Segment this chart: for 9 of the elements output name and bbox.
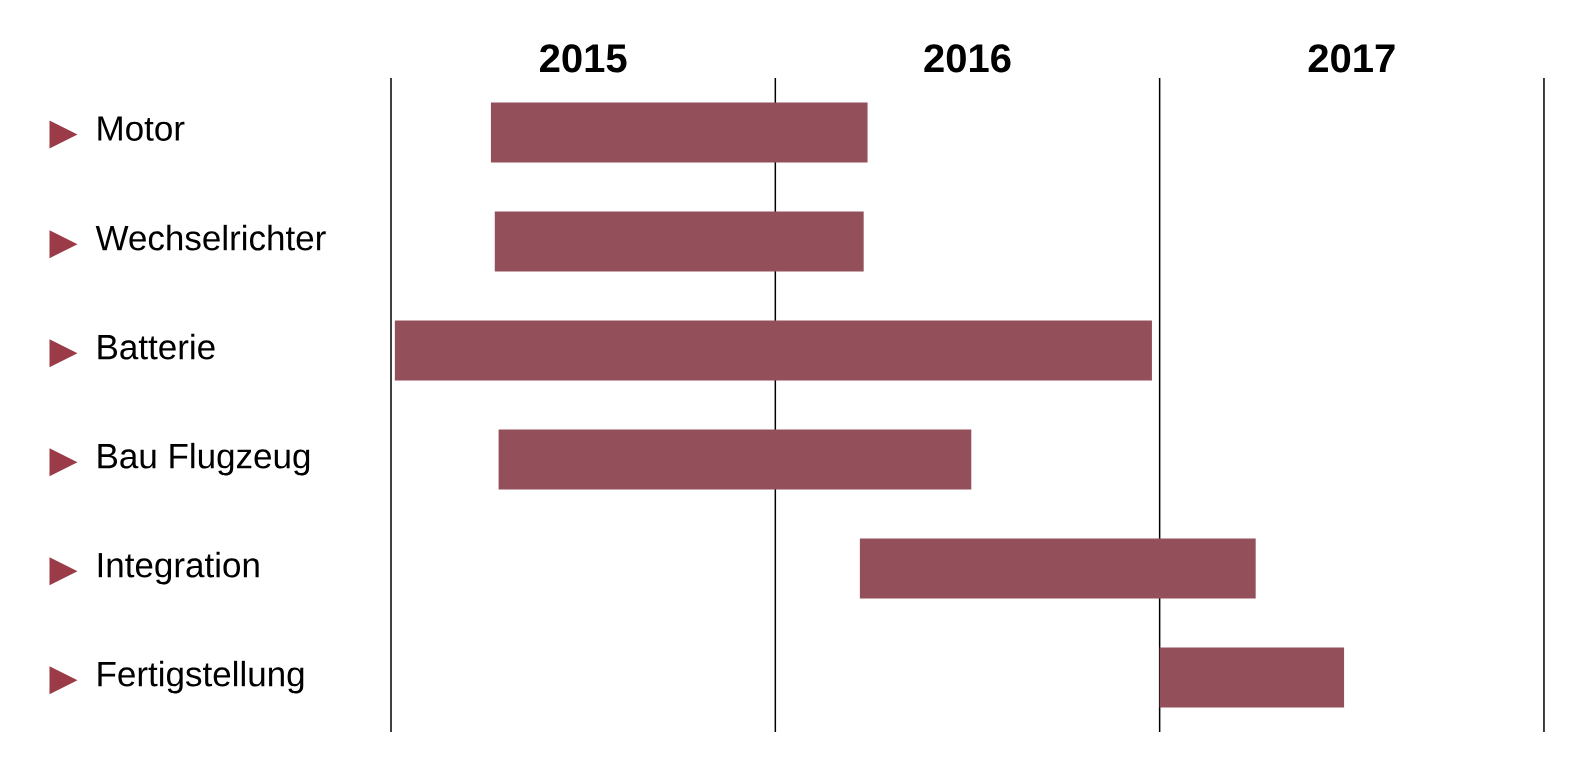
y-tick-label: Batterie xyxy=(98,333,215,360)
x-tick-label: 2015 xyxy=(540,44,627,73)
y-tick-label: Bau Flugzeug xyxy=(98,442,310,476)
y-tick-label: Integration xyxy=(98,551,259,585)
y-tick-label: Fertigstellung xyxy=(98,660,304,694)
x-tick-label: 2016 xyxy=(924,44,1011,73)
x-tick-label: 2017 xyxy=(1308,44,1395,73)
y-tick-label: Wechselrichter xyxy=(95,224,326,251)
y-tick-label: Motor xyxy=(98,116,185,141)
